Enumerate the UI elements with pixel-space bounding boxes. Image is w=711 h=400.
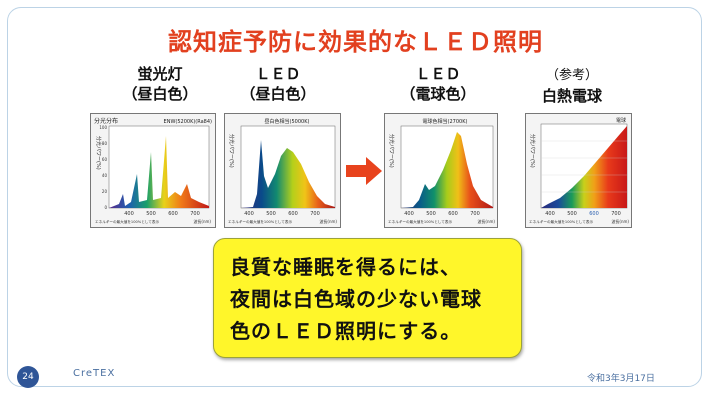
footer-brand: CreTEX	[73, 368, 116, 379]
x-tick: 700	[310, 211, 320, 217]
label-line: （参考）	[545, 68, 598, 83]
x-tick: 600	[448, 211, 458, 217]
spectrum-chart-fluorescent: 分光分布 ENW(5200K)(Ra84) 分光パワー(%) 100 80 60…	[90, 113, 216, 228]
chart-ylabel: 分光パワー(%)	[388, 134, 395, 168]
x-tick: 700	[190, 211, 200, 217]
x-tick: 400	[404, 211, 414, 217]
y-tick: 80	[102, 141, 108, 146]
label-line: ＬＥＤ	[255, 65, 301, 83]
chart-xunit: 波長(nm)	[193, 218, 211, 224]
slide-frame	[7, 7, 702, 387]
x-tick: 500	[146, 211, 156, 217]
y-tick: 40	[102, 173, 108, 178]
label-led-daywhite: ＬＥＤ （昼白色）	[228, 64, 328, 104]
spectrum-chart-led-bulb: 電球色相当(2700K) 分光パワー(%) 400 500 600 700 エネ…	[384, 113, 498, 228]
arrow-right-icon	[346, 157, 382, 185]
label-fluorescent: 蛍光灯 （昼白色）	[110, 64, 210, 104]
grid-lines	[541, 140, 627, 193]
x-tick: 600	[168, 211, 178, 217]
spectrum-chart-led-daywhite: 昼白色相当(5000K) 分光パワー(%) 400 500 600 700 エネ…	[224, 113, 341, 228]
note-line-1: 良質な睡眠を得るには、	[230, 255, 461, 279]
chart-header-right: ENW(5200K)(Ra84)	[164, 119, 212, 125]
x-tick: 400	[545, 211, 555, 217]
chart-header: 電球色相当(2700K)	[423, 118, 468, 125]
chart-header-left: 分光分布	[94, 117, 118, 125]
footer-date: 令和3年3月17日	[587, 374, 655, 384]
note-line-2: 夜間は白色域の少ない電球	[230, 287, 482, 311]
x-tick: 600	[589, 211, 599, 217]
label-line: （電球色）	[400, 85, 476, 103]
slide-title: 認知症予防に効果的なＬＥＤ照明	[168, 28, 543, 56]
chart-footnote: エネルギーの最大値を100%として表示	[228, 219, 292, 224]
spectrum-chart-incandescent: 電球 分光パワー(%) 400 500 600 700 エネルギーの最大値を10…	[525, 113, 632, 228]
chart-xunit: 波長(nm)	[477, 218, 495, 224]
label-line: （昼白色）	[240, 85, 316, 103]
label-line: ＬＥＤ	[415, 65, 461, 83]
x-tick: 500	[266, 211, 276, 217]
chart-header: 昼白色相当(5000K)	[265, 118, 310, 125]
chart-footnote: エネルギーの最大値を100%として表示	[529, 219, 593, 224]
chart-xunit: 波長(nm)	[611, 218, 629, 224]
label-line: 白熱電球	[541, 87, 602, 105]
label-incandescent: （参考） 白熱電球	[522, 66, 622, 106]
label-line: 蛍光灯	[137, 65, 183, 83]
x-tick: 400	[124, 211, 134, 217]
y-tick: 100	[99, 125, 107, 130]
x-tick: 500	[567, 211, 577, 217]
x-tick: 700	[470, 211, 480, 217]
label-line: （昼白色）	[122, 85, 198, 103]
chart-ylabel: 分光パワー(%)	[529, 134, 536, 168]
x-tick: 400	[244, 211, 254, 217]
chart-ylabel: 分光パワー(%)	[95, 136, 102, 170]
chart-header: 電球	[616, 117, 626, 124]
x-tick: 700	[611, 211, 621, 217]
y-tick: 60	[102, 157, 108, 162]
x-tick: 600	[288, 211, 298, 217]
label-led-bulb: ＬＥＤ （電球色）	[388, 64, 488, 104]
chart-xunit: 波長(nm)	[319, 218, 337, 224]
y-ticks: 100 80 60 40 20 0	[99, 125, 107, 210]
highlight-note: 良質な睡眠を得るには、 夜間は白色域の少ない電球 色のＬＥＤ照明にする。	[213, 238, 522, 358]
note-line-3: 色のＬＥＤ照明にする。	[230, 319, 462, 343]
y-tick: 0	[104, 205, 107, 210]
chart-ylabel: 分光パワー(%)	[228, 134, 235, 168]
y-tick: 20	[102, 189, 108, 194]
chart-footnote: エネルギーの最大値を100%として表示	[388, 219, 452, 224]
page-number-badge: 24	[17, 366, 39, 388]
chart-footnote: エネルギーの最大値を100%として表示	[95, 219, 159, 224]
x-tick: 500	[426, 211, 436, 217]
